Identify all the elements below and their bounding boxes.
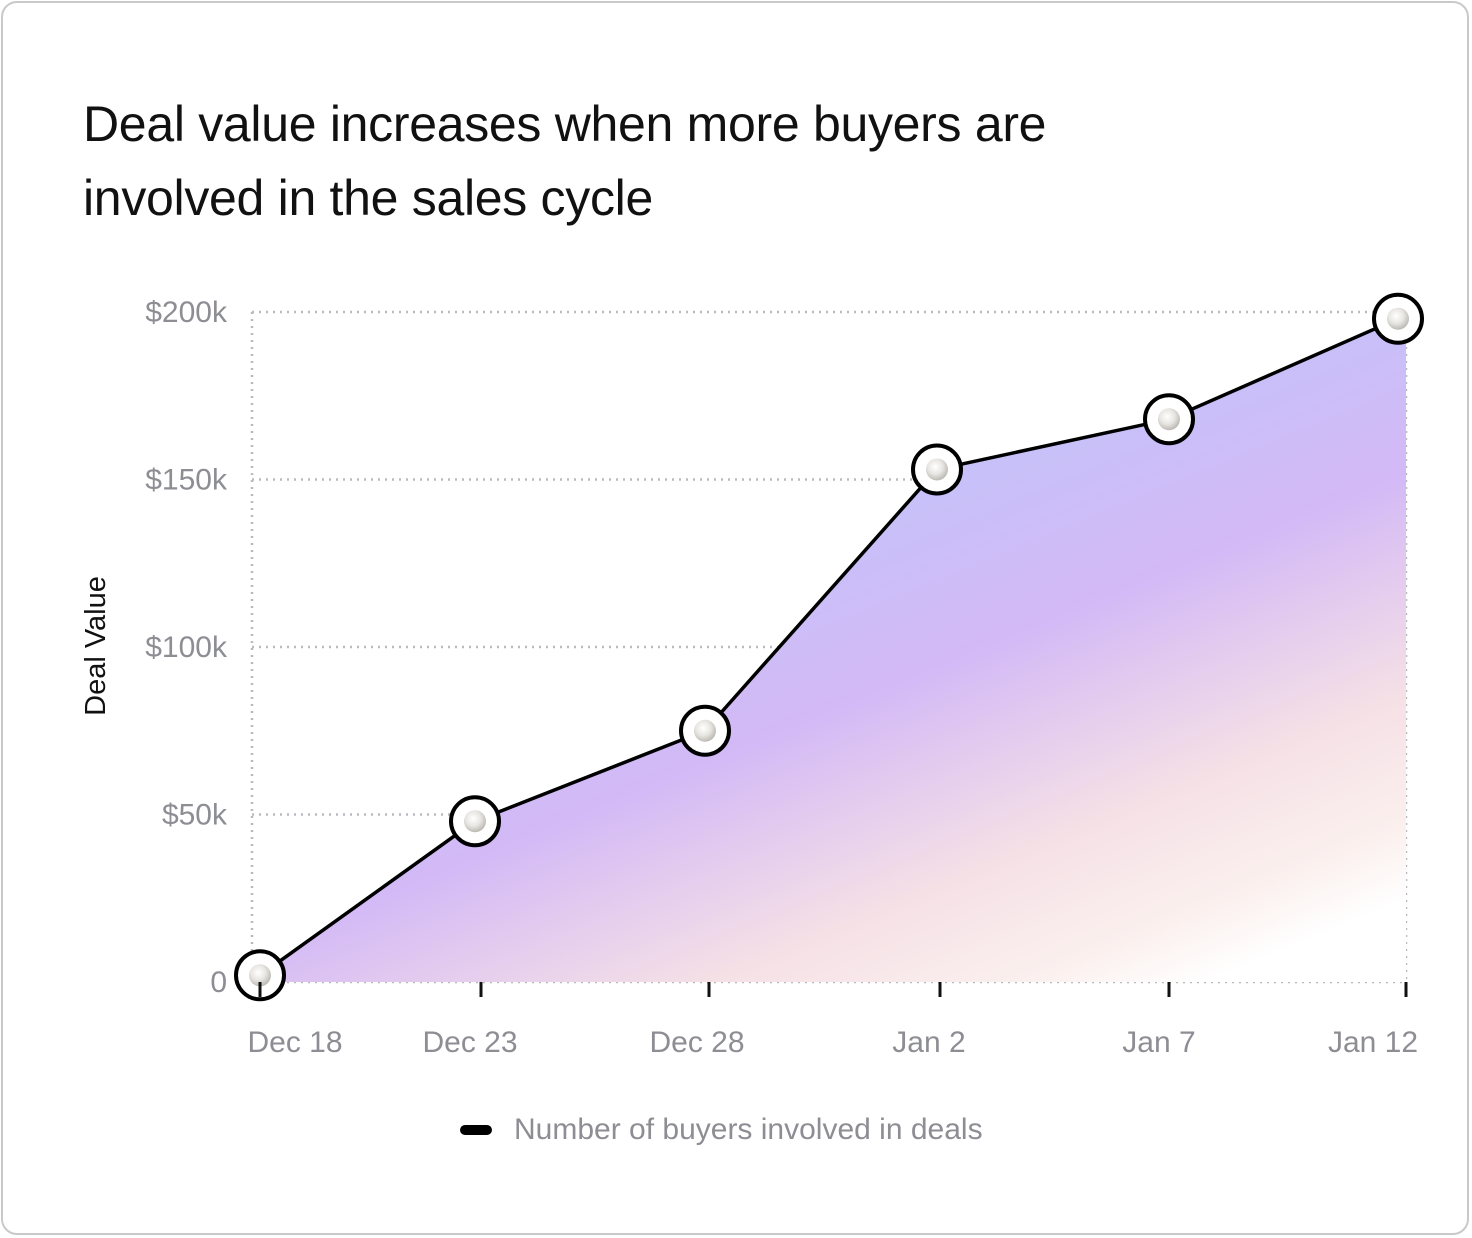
x-tick-label: Dec 18 (247, 1026, 342, 1059)
data-point-pearl (1387, 307, 1409, 330)
y-tick-label: 0 (210, 966, 227, 999)
data-point (234, 949, 286, 1002)
y-tick-label: $50k (162, 799, 228, 832)
x-tick-label: Jan 7 (1122, 1026, 1195, 1059)
y-tick-label: $200k (145, 296, 228, 329)
legend: Number of buyers involved in deals (460, 1110, 983, 1150)
data-markers (234, 292, 1424, 1002)
data-point-pearl (694, 719, 716, 742)
series-polyline (258, 317, 1399, 977)
data-point (1143, 393, 1195, 446)
data-point (1372, 292, 1424, 345)
area-fill-path (260, 318, 1406, 982)
chart-title: Deal value increases when more buyers ar… (83, 96, 1047, 226)
x-axis: Dec 18 Dec 23 Dec 28 Jan 2 Jan 7 Jan 12 (247, 982, 1418, 1059)
data-point (679, 704, 731, 757)
y-tick-label: $150k (145, 464, 228, 497)
data-point-pearl (249, 964, 271, 987)
y-axis: 0 $50k $100k $150k $200k (145, 296, 228, 999)
x-tick-label: Dec 28 (649, 1026, 744, 1059)
data-point (911, 443, 963, 496)
data-point-pearl (464, 810, 486, 833)
y-axis-title: Deal Value (80, 576, 112, 716)
data-point (449, 795, 501, 848)
x-tick-label: Jan 2 (892, 1026, 965, 1059)
area-fill (260, 318, 1406, 982)
y-tick-label: $100k (145, 631, 228, 664)
legend-line-swatch (460, 1125, 492, 1135)
x-tick-label: Jan 12 (1328, 1026, 1418, 1059)
x-tick-label: Dec 23 (422, 1026, 517, 1059)
series-line (258, 317, 1399, 977)
data-point-pearl (926, 458, 948, 481)
data-point-pearl (1158, 408, 1180, 431)
legend-label: Number of buyers involved in deals (514, 1113, 983, 1146)
